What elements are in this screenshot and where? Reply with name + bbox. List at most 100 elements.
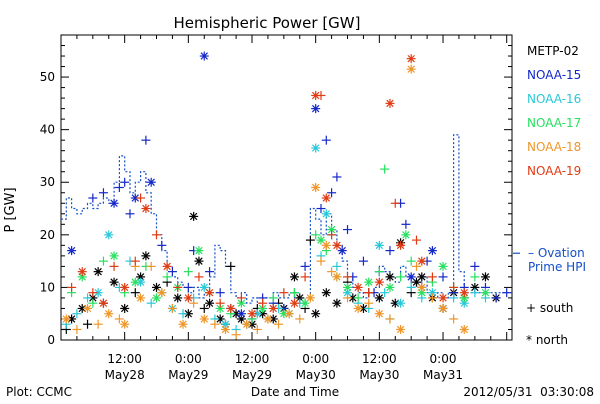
noaa-17-north-point <box>109 251 119 261</box>
noaa-19-north-point <box>438 293 448 303</box>
noaa-18-north-point <box>417 282 427 292</box>
noaa-19-south-point <box>411 235 421 245</box>
noaa-19-south-point <box>173 282 183 292</box>
noaa-18-south-point <box>411 261 421 271</box>
noaa-18-north-point <box>332 272 342 282</box>
metp-02-south-point <box>226 261 236 271</box>
noaa-15-south-point <box>401 219 411 229</box>
noaa-19-north-point <box>141 204 151 214</box>
noaa-19-south-point <box>258 298 268 308</box>
noaa-19-south-point <box>279 288 289 298</box>
noaa-19-south-point <box>67 282 77 292</box>
metp-02-south-point <box>305 235 315 245</box>
noaa-18-north-point <box>136 293 146 303</box>
noaa-18-south-point <box>114 314 124 324</box>
noaa-17-south-point <box>380 164 390 174</box>
noaa-15-south-point <box>491 293 501 303</box>
ovation-hpi-line <box>61 134 512 304</box>
noaa-17-south-point <box>88 298 98 308</box>
noaa-17-south-point <box>470 272 480 282</box>
y-tick-label: 20 <box>40 228 55 242</box>
noaa-15-south-point <box>114 183 124 192</box>
metp-02-north-point <box>289 272 299 282</box>
noaa-17-north-point <box>279 309 289 319</box>
noaa-16-north-point <box>374 240 384 250</box>
metp-02-south-point <box>130 288 140 298</box>
noaa-15-north-point <box>199 51 209 61</box>
noaa-19-south-point <box>194 272 204 282</box>
y-tick-label: 50 <box>40 70 55 84</box>
metp-02-north-point <box>173 293 183 303</box>
noaa-18-north-point <box>353 303 363 313</box>
noaa-19-south-point <box>88 288 98 298</box>
noaa-19-north-point <box>289 298 299 308</box>
noaa-19-north-point <box>417 256 427 266</box>
x-tick-time-label: 0:00 <box>175 352 202 366</box>
noaa-19-south-point <box>427 272 437 282</box>
noaa-16-south-point <box>332 261 342 271</box>
noaa-18-north-point <box>396 324 406 334</box>
noaa-15-south-point <box>125 209 135 219</box>
noaa-15-north-point <box>146 177 156 187</box>
noaa-15-north-point <box>427 246 437 256</box>
x-tick-time-label: 0:00 <box>430 352 457 366</box>
noaa-18-north-point <box>220 324 230 334</box>
noaa-18-north-point <box>305 293 315 303</box>
noaa-19-south-point <box>390 198 400 208</box>
noaa-17-south-point <box>268 293 278 303</box>
noaa-15-south-point <box>321 135 331 145</box>
noaa-15-south-point <box>385 246 395 256</box>
noaa-18-south-point <box>274 319 284 329</box>
noaa-16-south-point <box>178 309 188 319</box>
metp-02-north-point <box>417 272 427 282</box>
noaa-18-north-point <box>120 319 130 329</box>
noaa-17-south-point <box>162 272 172 282</box>
noaa-15-north-point <box>67 246 77 256</box>
noaa-15-south-point <box>332 172 342 182</box>
noaa-18-south-point <box>146 261 156 271</box>
metp-02-south-point <box>199 303 209 313</box>
noaa-18-south-point <box>427 293 437 303</box>
x-tick-time-label: 12:00 <box>235 352 270 366</box>
noaa-15-south-point <box>205 267 215 277</box>
x-tick-date-label: May29 <box>232 368 272 382</box>
noaa-19-north-point <box>247 309 257 319</box>
metp-02-north-point <box>189 211 199 221</box>
x-tick-date-label: May28 <box>105 368 145 382</box>
noaa-18-north-point <box>311 183 321 192</box>
noaa-17-north-point <box>438 261 448 271</box>
noaa-15-south-point <box>215 288 225 298</box>
noaa-18-north-point <box>374 309 384 319</box>
noaa-18-south-point <box>327 267 337 277</box>
noaa-18-south-point <box>210 319 220 329</box>
noaa-16-south-point <box>83 293 93 303</box>
noaa-15-south-point <box>157 240 167 250</box>
noaa-19-south-point <box>215 298 225 308</box>
noaa-16-north-point <box>93 288 103 298</box>
legend-noaa-17: NOAA-17 <box>527 116 581 130</box>
noaa-16-south-point <box>380 288 390 298</box>
noaa-17-north-point <box>401 230 411 240</box>
noaa-18-north-point <box>459 324 469 334</box>
noaa-19-south-point <box>130 256 140 266</box>
noaa-18-south-point <box>385 314 395 324</box>
noaa-19-north-point <box>226 303 236 313</box>
noaa-18-north-point <box>61 314 71 324</box>
noaa-19-south-point <box>343 272 353 282</box>
noaa-17-south-point <box>289 288 299 298</box>
noaa-15-south-point <box>183 282 193 292</box>
noaa-16-north-point <box>311 143 321 153</box>
noaa-17-north-point <box>194 246 204 256</box>
noaa-17-north-point <box>215 303 225 313</box>
noaa-18-north-point <box>321 240 331 250</box>
noaa-19-north-point <box>353 282 363 292</box>
noaa-16-north-point <box>321 209 331 219</box>
noaa-15-south-point <box>120 177 130 187</box>
metp-02-north-point <box>385 272 395 282</box>
metp-02-north-point <box>205 298 215 308</box>
noaa-18-south-point <box>449 314 459 324</box>
noaa-15-south-point <box>167 267 177 277</box>
chart-title: Hemispheric Power [GW] <box>174 14 361 32</box>
metp-02-north-point <box>109 277 119 287</box>
